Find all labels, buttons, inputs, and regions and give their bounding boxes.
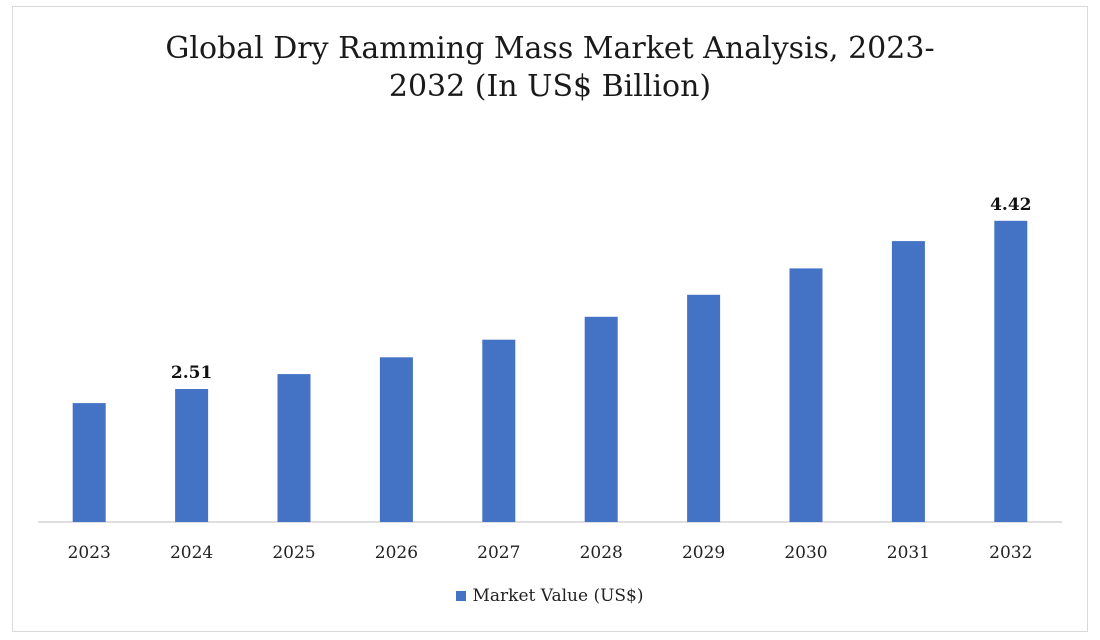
bar-2032 — [994, 220, 1028, 523]
bar-2023 — [72, 403, 106, 522]
x-tick-label-2025: 2025 — [272, 543, 315, 563]
bar-2029 — [687, 294, 721, 522]
x-tick-label-2027: 2027 — [477, 543, 520, 563]
bar-2026 — [379, 357, 413, 522]
chart-title-line-2: 2032 (In US$ Billion) — [388, 69, 712, 104]
x-tick-label-2023: 2023 — [68, 543, 111, 563]
bar-2030 — [789, 268, 823, 522]
x-tick-label-2024: 2024 — [170, 543, 213, 563]
legend-label: Market Value (US$) — [472, 586, 644, 606]
x-tick-label-2028: 2028 — [580, 543, 623, 563]
data-label-2032: 4.42 — [990, 195, 1031, 215]
chart-title-line-1: Global Dry Ramming Mass Market Analysis,… — [165, 31, 935, 66]
chart-title: Global Dry Ramming Mass Market Analysis,… — [0, 30, 1100, 106]
data-label-2024: 2.51 — [171, 363, 212, 383]
bar-2028 — [584, 316, 618, 522]
bar-2027 — [482, 339, 516, 522]
x-tick-label-2029: 2029 — [682, 543, 725, 563]
legend-swatch — [456, 591, 467, 601]
x-tick-label-2031: 2031 — [887, 543, 930, 563]
legend: Market Value (US$) — [0, 586, 1100, 606]
x-tick-label-2026: 2026 — [375, 543, 418, 563]
x-tick-label-2030: 2030 — [784, 543, 827, 563]
x-tick-label-2032: 2032 — [989, 543, 1032, 563]
bar-2025 — [277, 374, 311, 522]
bar-2024 — [175, 389, 209, 522]
bar-2031 — [891, 241, 925, 522]
